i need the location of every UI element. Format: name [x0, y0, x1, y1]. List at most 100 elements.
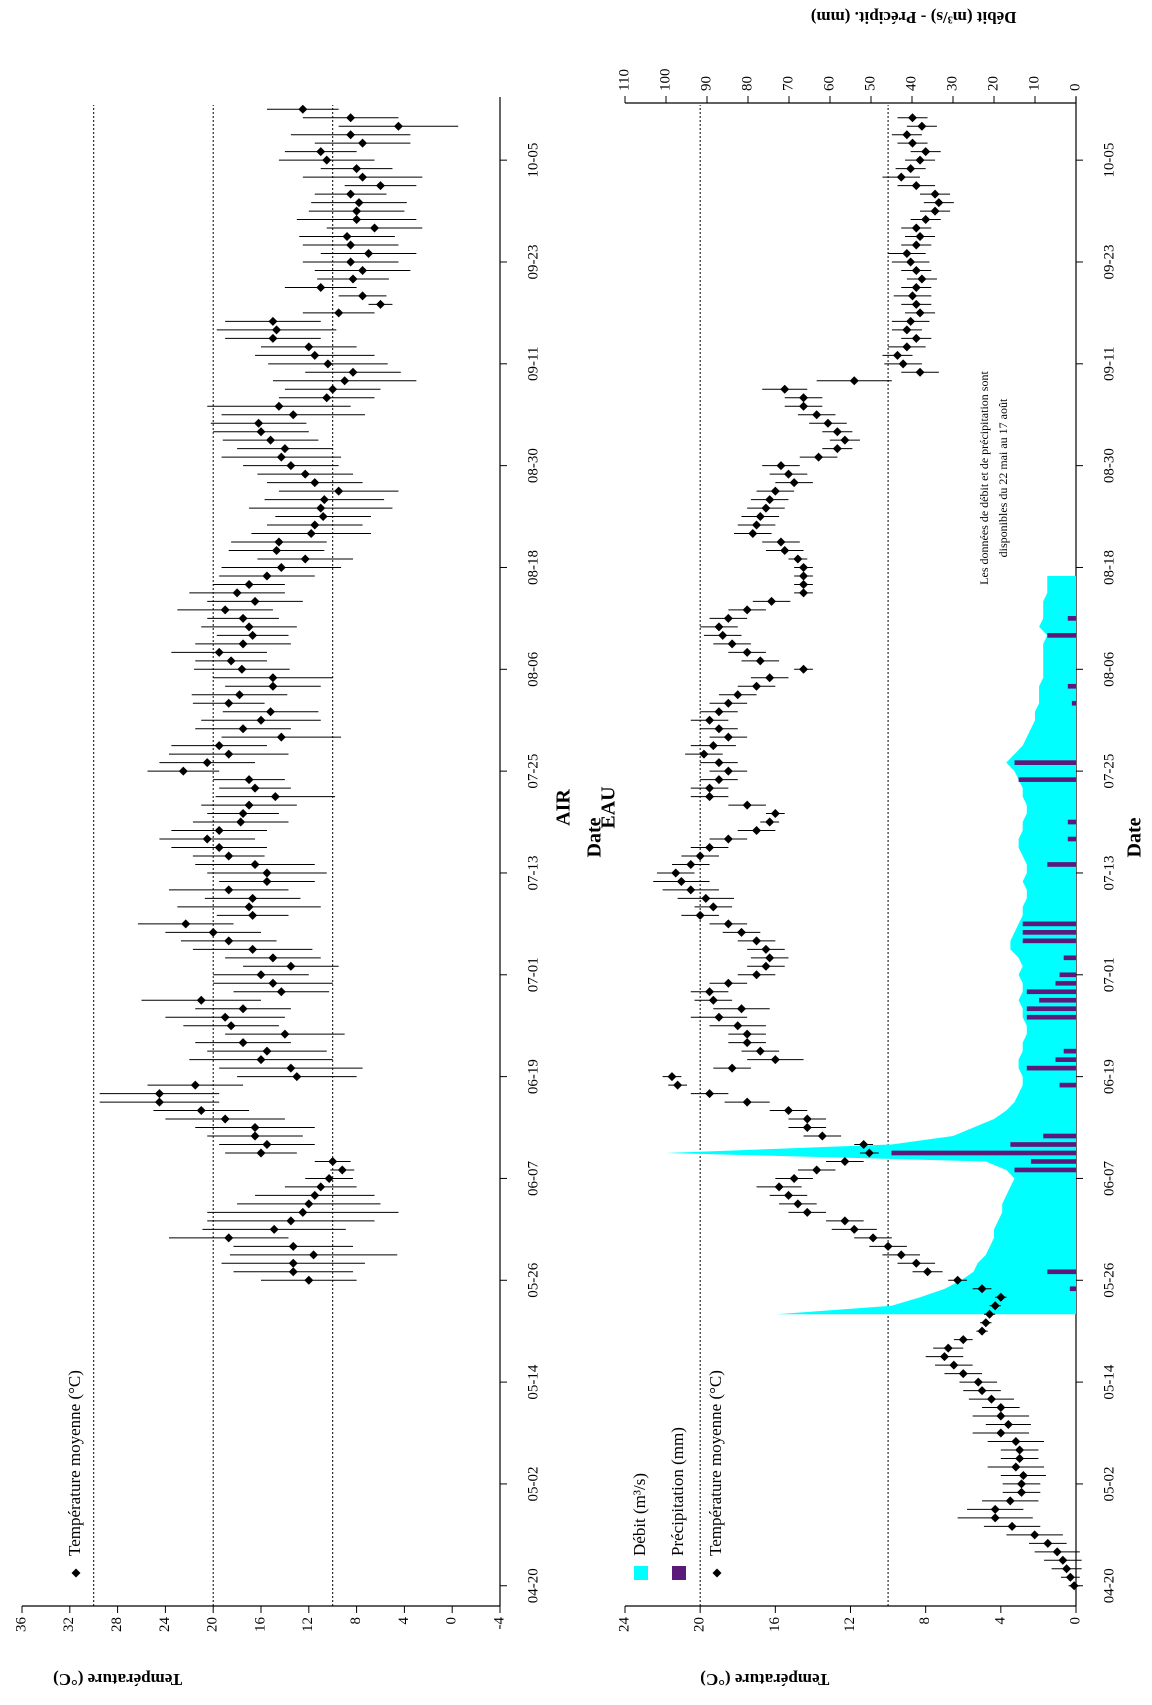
marker	[286, 1216, 296, 1226]
marker	[202, 758, 212, 768]
marker	[310, 520, 320, 530]
marker	[1015, 1445, 1025, 1455]
marker	[262, 1046, 272, 1056]
x-tick-label: 06-07	[1101, 1160, 1117, 1195]
marker	[686, 859, 696, 869]
marker	[323, 359, 333, 369]
y2-tick-label: 20	[985, 76, 1001, 91]
marker	[352, 164, 362, 174]
marker	[274, 401, 284, 411]
marker	[930, 189, 940, 199]
marker	[714, 622, 724, 632]
marker	[202, 834, 212, 844]
marker	[224, 885, 234, 895]
marker	[262, 1140, 272, 1149]
marker	[793, 1199, 803, 1209]
marker	[358, 265, 368, 275]
marker	[765, 495, 775, 505]
marker	[1005, 1496, 1015, 1506]
marker	[799, 401, 809, 411]
marker	[671, 868, 681, 878]
marker	[250, 1131, 260, 1141]
marker	[306, 529, 316, 539]
marker	[742, 605, 752, 615]
marker	[915, 308, 925, 318]
marker	[304, 1275, 314, 1285]
marker	[276, 452, 286, 462]
marker	[799, 571, 809, 581]
marker	[742, 800, 752, 810]
marker	[376, 181, 385, 191]
marker	[723, 766, 733, 776]
marker	[276, 562, 286, 572]
marker	[718, 630, 728, 640]
marker	[224, 936, 234, 946]
marker	[346, 130, 356, 140]
marker	[238, 613, 248, 623]
marker	[812, 1165, 822, 1175]
marker	[667, 1072, 677, 1082]
x-tick-label: 08-06	[525, 651, 541, 686]
marker	[921, 147, 931, 157]
marker	[214, 826, 224, 836]
marker	[849, 1224, 859, 1234]
marker	[310, 1190, 320, 1200]
marker	[767, 596, 777, 606]
y-tick-label: 8	[348, 1617, 364, 1625]
marker	[1043, 1538, 1053, 1548]
bar	[1014, 1167, 1076, 1173]
marker	[973, 1377, 983, 1387]
x-tick-label: 07-01	[525, 957, 541, 992]
x-tick-label: 06-19	[525, 1059, 541, 1094]
marker	[840, 1216, 850, 1226]
marker	[981, 1318, 991, 1328]
y-tick-label: 20	[205, 1617, 221, 1632]
marker	[714, 758, 724, 768]
bar	[1030, 1159, 1077, 1164]
legend-label: Température moyenne (°C)	[706, 1370, 725, 1556]
annotation: disponibles du 22 mai au 17 août	[996, 398, 1010, 557]
x-axis-label: Date	[1124, 817, 1146, 857]
marker	[958, 1369, 968, 1379]
y2-tick-label: 70	[780, 76, 796, 91]
marker	[977, 1386, 987, 1396]
marker	[911, 333, 921, 343]
marker	[1030, 1530, 1040, 1540]
y-tick-label: 4	[396, 1617, 412, 1625]
marker	[286, 461, 296, 471]
marker	[208, 927, 218, 937]
bar	[1069, 1286, 1076, 1292]
marker	[248, 893, 258, 903]
marker	[288, 1241, 298, 1251]
marker	[244, 775, 254, 785]
bar	[1047, 633, 1077, 638]
marker	[676, 876, 686, 886]
x-tick-label: 09-23	[525, 244, 541, 279]
marker	[908, 138, 918, 148]
y-tick-label: 12	[842, 1617, 858, 1632]
marker	[181, 919, 191, 929]
marker	[799, 588, 809, 598]
marker	[723, 732, 733, 742]
marker	[190, 1080, 200, 1090]
marker	[1017, 1479, 1026, 1489]
marker	[256, 715, 266, 725]
marker	[708, 902, 718, 912]
x-tick-label: 04-20	[525, 1568, 541, 1603]
legend-label: Précipitation (mm)	[668, 1427, 687, 1556]
marker	[723, 613, 733, 623]
bar	[1018, 777, 1076, 782]
marker	[154, 1097, 164, 1107]
marker	[742, 647, 752, 657]
y-axis-label: Température (°C)	[53, 1670, 182, 1689]
marker	[318, 512, 328, 522]
marker	[840, 1156, 850, 1166]
marker	[708, 741, 718, 751]
y2-tick-label: 40	[903, 76, 919, 91]
marker	[348, 367, 358, 377]
marker	[752, 826, 762, 836]
bar	[1063, 955, 1076, 961]
marker	[714, 1012, 724, 1022]
marker	[304, 342, 314, 352]
